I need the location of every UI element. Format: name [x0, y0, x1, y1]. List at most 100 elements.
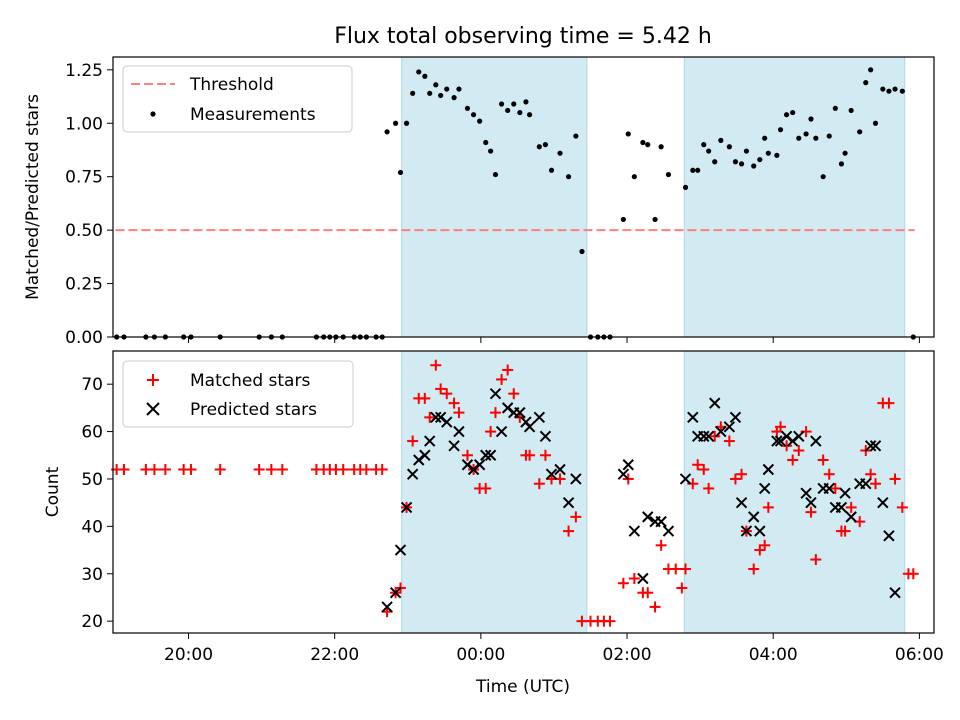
- measurement-point: [573, 133, 579, 139]
- predicted-star-point: [709, 397, 721, 409]
- matched-star-point: [253, 463, 265, 475]
- predicted-star-point: [430, 411, 442, 424]
- matched-star-point: [441, 388, 453, 400]
- predicted-star-point: [758, 482, 771, 495]
- predicted-star-point: [655, 515, 667, 528]
- matched-star-point: [787, 454, 799, 466]
- matched-star-point: [823, 468, 835, 480]
- observing-window-2: [683, 350, 906, 634]
- observing-windows-top: [401, 56, 906, 338]
- measurement-point: [483, 139, 489, 146]
- legend-top: Threshold Measurements: [122, 65, 353, 133]
- measurement-point: [832, 105, 838, 111]
- legend-predicted-swatch: [146, 402, 160, 416]
- matched-star-point: [570, 511, 582, 523]
- measurement-point: [863, 80, 869, 86]
- predicted-star-point: [698, 430, 710, 443]
- matched-star-point: [448, 397, 460, 409]
- measurement-point: [658, 144, 664, 150]
- y-tick-label: 60: [81, 423, 103, 443]
- matched-star-point: [781, 440, 793, 452]
- measurement-point: [813, 135, 819, 141]
- predicted-star-point: [860, 477, 872, 490]
- predicted-star-point: [754, 525, 766, 537]
- predicted-star-point: [448, 440, 460, 452]
- matched-star-point: [845, 501, 857, 513]
- y-tick-label: 1.00: [65, 114, 103, 134]
- predicted-star-point: [562, 496, 575, 509]
- measurement-point: [384, 129, 390, 135]
- measurement-point: [777, 127, 784, 133]
- matched-star-point: [642, 587, 654, 599]
- y-tick-label: 40: [81, 517, 103, 537]
- x-tick-label: 20:00: [164, 645, 213, 665]
- predicted-star-point: [514, 406, 526, 419]
- predicted-star-point: [883, 530, 895, 542]
- measurement-point: [565, 174, 572, 180]
- measurement-point: [762, 135, 768, 141]
- matched-star-point: [628, 572, 640, 584]
- y-axis-top: 0.00 0.25 0.50 0.75 1.00 1.25: [65, 61, 113, 348]
- measurement-point: [706, 148, 712, 154]
- predicted-star-point: [400, 501, 413, 514]
- x-tick-label: 06:00: [895, 645, 944, 665]
- measurement-point: [732, 159, 739, 165]
- legend-threshold-label: Threshold: [189, 75, 274, 95]
- measurement-point: [820, 174, 826, 180]
- measurement-point: [808, 116, 814, 122]
- predicted-star-point: [419, 449, 431, 461]
- predicted-star-point: [473, 459, 486, 471]
- measurement-point: [803, 131, 809, 137]
- matched-star-point: [759, 539, 771, 551]
- predicted-star-point: [554, 463, 566, 476]
- observing-window-1: [401, 350, 588, 634]
- predicted-star-point: [869, 440, 882, 452]
- predicted-star-point: [545, 468, 558, 480]
- measurement-point: [857, 129, 863, 135]
- matched-star-point: [453, 407, 465, 419]
- matched-star-point: [649, 601, 661, 613]
- predicted-star-point: [423, 435, 436, 447]
- y-axis-bottom: 20 30 40 50 60 70: [81, 375, 113, 632]
- predicted-star-point: [381, 601, 393, 613]
- measurement-point: [652, 216, 658, 223]
- predicted-star-point: [771, 435, 783, 447]
- predicted-star-point: [679, 473, 692, 485]
- predicted-star-point: [453, 425, 465, 438]
- y-tick-label: 1.25: [65, 61, 103, 81]
- observing-window-2: [683, 56, 906, 338]
- matched-star-point: [407, 435, 419, 447]
- matched-star-point: [775, 421, 787, 433]
- matched-star-point: [496, 373, 508, 385]
- measurement-point: [899, 88, 905, 94]
- matched-star-point: [148, 463, 160, 475]
- measurement-point: [523, 99, 529, 105]
- x-axis-bottom: 20:00 22:00 00:00 02:00 04:00 06:00: [164, 633, 944, 665]
- measurement-point: [712, 159, 718, 165]
- x-tick-label: 00:00: [456, 645, 505, 665]
- matched-star-point: [692, 459, 704, 471]
- predicted-star-point: [729, 411, 742, 424]
- matched-star-point: [729, 473, 741, 485]
- matched-star-point: [480, 482, 492, 494]
- matched-star-point: [430, 359, 442, 371]
- y-tick-label: 0.00: [65, 328, 103, 348]
- matched-star-point: [524, 449, 536, 461]
- matched-star-point: [870, 478, 882, 490]
- measurement-point: [392, 120, 399, 126]
- matched-star-point: [185, 463, 197, 475]
- matched-star-point: [736, 468, 748, 480]
- matched-star-point: [508, 388, 520, 400]
- measurement-point: [427, 90, 433, 96]
- measurement-point: [505, 107, 511, 114]
- measurement-point: [511, 101, 517, 107]
- ratio-panel: 0.00 0.25 0.50 0.75 1.00 1.25 Matched/Predict…: [23, 56, 935, 348]
- y-tick-label: 20: [81, 612, 103, 632]
- legend-measurements-label: Measurements: [190, 105, 316, 125]
- measurement-point: [645, 142, 651, 148]
- measurement-point: [757, 156, 763, 163]
- matched-star-point: [810, 554, 822, 566]
- predicted-star-point: [793, 430, 805, 443]
- measurement-point: [868, 67, 874, 73]
